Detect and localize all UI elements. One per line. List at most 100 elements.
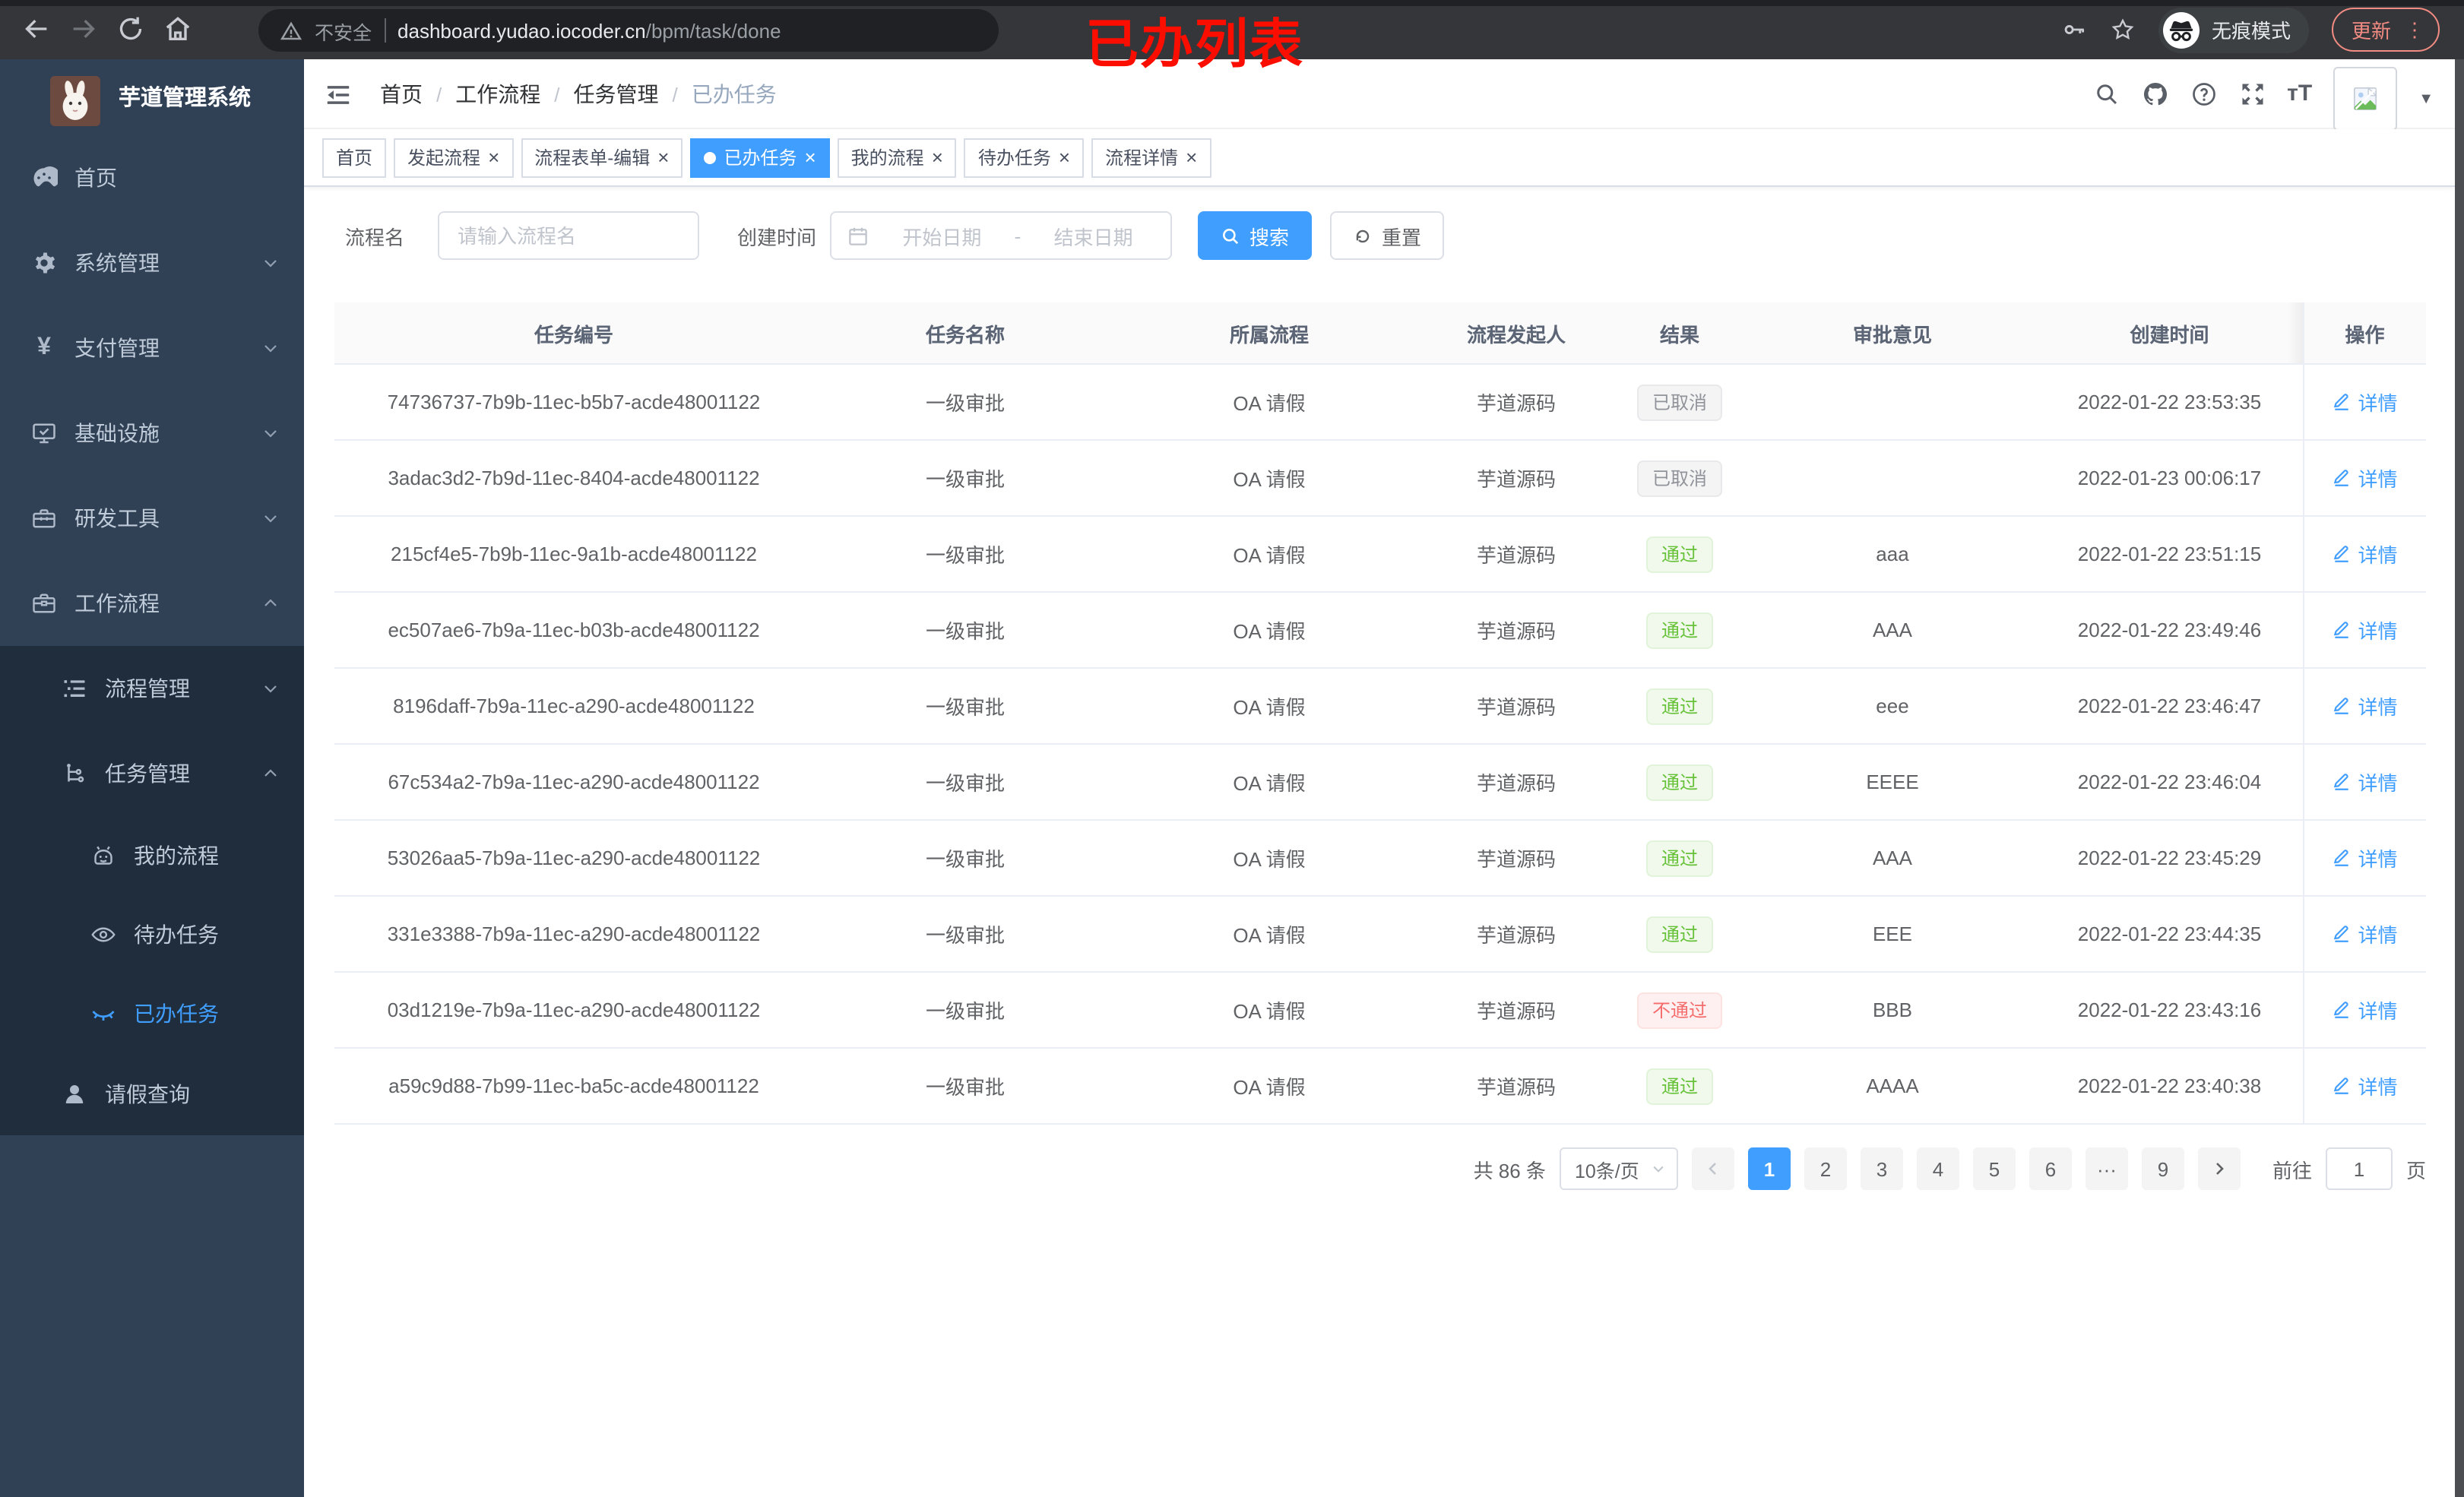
- fullscreen-icon[interactable]: [2238, 81, 2266, 108]
- detail-link[interactable]: 详情: [2332, 1071, 2398, 1100]
- sidebar-item-label: 流程管理: [105, 676, 190, 701]
- cell-task-name: 一级审批: [813, 668, 1117, 745]
- sidebar-collapse-icon[interactable]: [324, 81, 353, 109]
- password-key-icon[interactable]: [2061, 17, 2087, 43]
- tab-label: 流程详情: [1105, 147, 1179, 168]
- browser-back-icon[interactable]: [21, 14, 52, 44]
- sidebar-item-todo-tasks[interactable]: 待办任务: [0, 895, 304, 974]
- tab-my-process[interactable]: 我的流程 ×: [837, 138, 957, 177]
- sidebar-item-payment[interactable]: ¥ 支付管理: [0, 305, 304, 391]
- table-row: 67c534a2-7b9a-11ec-a290-acde48001122 一级审…: [334, 744, 2426, 821]
- breadcrumb-task-mgmt[interactable]: 任务管理: [573, 82, 659, 106]
- edit-pencil-icon: [2332, 696, 2352, 716]
- header-task-id: 任务编号: [334, 302, 813, 365]
- tab-close-icon[interactable]: ×: [488, 146, 500, 169]
- page-size-select[interactable]: 10条/页: [1559, 1147, 1678, 1190]
- search-icon[interactable]: [2092, 81, 2120, 108]
- not-secure-icon: [280, 19, 302, 42]
- cell-comment: AAA: [1748, 820, 2037, 897]
- app-logo-row[interactable]: 芋道管理系统: [0, 59, 304, 135]
- cell-create-time: 2022-01-22 23:51:15: [2037, 516, 2303, 593]
- security-label: 不安全: [315, 22, 372, 43]
- tab-close-icon[interactable]: ×: [931, 146, 943, 169]
- sidebar-item-done-tasks[interactable]: 已办任务: [0, 974, 304, 1053]
- cell-process: OA 请假: [1117, 668, 1421, 745]
- tab-close-icon[interactable]: ×: [1058, 146, 1071, 169]
- detail-link[interactable]: 详情: [2332, 616, 2398, 644]
- tab-close-icon[interactable]: ×: [1186, 146, 1198, 169]
- detail-label: 详情: [2358, 1076, 2398, 1099]
- goto-page-input[interactable]: [2325, 1147, 2393, 1190]
- sidebar-item-workflow[interactable]: 工作流程: [0, 561, 304, 646]
- sidebar-item-devtools[interactable]: 研发工具: [0, 476, 304, 561]
- edit-pencil-icon: [2332, 544, 2352, 564]
- page-scrollbar[interactable]: [2455, 59, 2464, 1497]
- select-caret-icon: [1651, 1161, 1666, 1176]
- detail-link[interactable]: 详情: [2332, 843, 2398, 872]
- sidebar-item-infra[interactable]: 基础设施: [0, 391, 304, 476]
- browser-forward-icon[interactable]: [68, 14, 99, 44]
- tab-done-tasks[interactable]: 已办任务 ×: [690, 138, 830, 177]
- sidebar-item-my-process[interactable]: 我的流程: [0, 816, 304, 895]
- font-size-icon[interactable]: тT: [2287, 81, 2313, 106]
- page-button-2[interactable]: 2: [1804, 1147, 1847, 1190]
- next-page-button[interactable]: [2197, 1147, 2241, 1190]
- page-button-5[interactable]: 5: [1972, 1147, 2016, 1190]
- tab-home[interactable]: 首页: [322, 138, 387, 177]
- breadcrumb-home[interactable]: 首页: [380, 82, 423, 106]
- detail-link[interactable]: 详情: [2332, 388, 2398, 416]
- detail-link[interactable]: 详情: [2332, 692, 2398, 720]
- tab-todo-tasks[interactable]: 待办任务 ×: [964, 138, 1085, 177]
- sidebar-item-home[interactable]: 首页: [0, 135, 304, 220]
- reset-button[interactable]: 重置: [1330, 211, 1445, 260]
- detail-link[interactable]: 详情: [2332, 919, 2398, 948]
- prev-page-button[interactable]: [1691, 1147, 1734, 1190]
- calendar-icon: [847, 224, 869, 247]
- date-range-input[interactable]: 开始日期 - 结束日期: [830, 211, 1172, 260]
- tab-start-process[interactable]: 发起流程 ×: [394, 138, 514, 177]
- detail-link[interactable]: 详情: [2332, 464, 2398, 492]
- chevron-down-icon: [261, 424, 280, 442]
- detail-link[interactable]: 详情: [2332, 540, 2398, 568]
- page-button-1[interactable]: 1: [1747, 1147, 1791, 1190]
- help-icon[interactable]: [2190, 81, 2217, 108]
- breadcrumb-workflow[interactable]: 工作流程: [455, 82, 541, 106]
- browser-update-button[interactable]: 更新 ⋮: [2331, 8, 2440, 52]
- tab-label: 流程表单-编辑: [534, 147, 651, 168]
- sidebar-item-leave-query[interactable]: 请假查询: [0, 1053, 304, 1135]
- cell-result: 已取消: [1611, 364, 1748, 441]
- avatar-caret-icon[interactable]: ▼: [2418, 90, 2434, 107]
- top-navbar: 首页 / 工作流程 / 任务管理 / 已办任务: [304, 59, 2455, 130]
- url-host: dashboard.yudao.iocoder.cn: [397, 19, 646, 42]
- tab-close-icon[interactable]: ×: [657, 146, 670, 169]
- search-button[interactable]: 搜索: [1198, 211, 1313, 260]
- browser-reload-icon[interactable]: [116, 14, 146, 44]
- sidebar-item-process-mgmt[interactable]: 流程管理: [0, 646, 304, 731]
- incognito-badge: 无痕模式: [2158, 7, 2309, 52]
- page-button-9[interactable]: 9: [2141, 1147, 2184, 1190]
- process-name-input[interactable]: [438, 211, 699, 260]
- bookmark-star-icon[interactable]: [2110, 17, 2136, 43]
- detail-link[interactable]: 详情: [2332, 995, 2398, 1024]
- cell-result: 通过: [1611, 896, 1748, 973]
- cell-actions: 详情: [2302, 972, 2426, 1049]
- cell-actions: 详情: [2302, 440, 2426, 517]
- browser-home-icon[interactable]: [163, 14, 193, 44]
- cell-process: OA 请假: [1117, 1048, 1421, 1125]
- page-more-button[interactable]: ···: [2085, 1147, 2128, 1190]
- page-button-6[interactable]: 6: [2029, 1147, 2072, 1190]
- tab-close-icon[interactable]: ×: [804, 146, 816, 169]
- avatar[interactable]: [2333, 66, 2398, 130]
- detail-link[interactable]: 详情: [2332, 767, 2398, 796]
- page-button-3[interactable]: 3: [1860, 1147, 1903, 1190]
- breadcrumb: 首页 / 工作流程 / 任务管理 / 已办任务: [380, 59, 777, 129]
- pagination: 共 86 条 10条/页 1 2 3 4 5 6 ··· 9 前往 页: [334, 1147, 2426, 1190]
- tab-form-edit[interactable]: 流程表单-编辑 ×: [521, 138, 683, 177]
- page-button-4[interactable]: 4: [1916, 1147, 1959, 1190]
- github-icon[interactable]: [2141, 81, 2168, 108]
- sidebar-item-task-mgmt[interactable]: 任务管理: [0, 731, 304, 816]
- browser-menu-icon[interactable]: ⋮: [2405, 18, 2424, 41]
- url-bar[interactable]: 不安全 dashboard.yudao.iocoder.cn/bpm/task/…: [258, 9, 999, 52]
- tab-process-detail[interactable]: 流程详情 ×: [1091, 138, 1211, 177]
- sidebar-item-system[interactable]: 系统管理: [0, 220, 304, 305]
